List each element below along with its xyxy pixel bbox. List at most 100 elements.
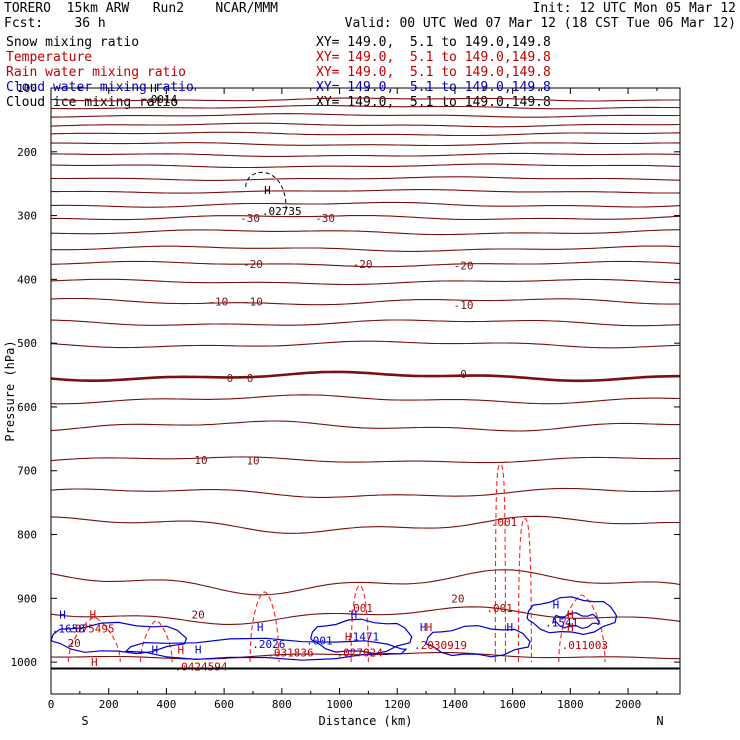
header-fcst: Fcst: 36 h xyxy=(4,16,106,31)
temperature-label: 10 xyxy=(194,454,207,467)
header-init: Init: 12 UTC Mon 05 Mar 12 xyxy=(532,1,737,16)
temperature-contour xyxy=(50,606,681,625)
temperature-contour xyxy=(50,515,681,534)
y-tick-label: 200 xyxy=(17,146,37,159)
contour-labels: -30 -30-20 -20 -20-10 -10 -100 0 010 10202020.00… xyxy=(52,82,608,674)
temperature-contour xyxy=(51,189,681,194)
temperature-contour xyxy=(50,229,681,236)
rain-label: .2030919 xyxy=(414,639,467,652)
field-name: Temperature xyxy=(6,50,93,65)
rain-contour xyxy=(139,620,173,663)
temperature-contour xyxy=(50,319,681,327)
y-tick-label: 1000 xyxy=(11,656,38,669)
x-axis-label: Distance (km) xyxy=(319,714,413,728)
temperature-contour xyxy=(50,104,681,110)
temperature-contour xyxy=(50,113,681,118)
temperature-label: -30 xyxy=(240,212,260,225)
temperature-label: 20 xyxy=(451,592,464,605)
field-xy: XY= 149.0, 5.1 to 149.0,149.8 xyxy=(316,50,551,65)
x-tick-label: 1400 xyxy=(442,698,469,711)
header-valid: Valid: 00 UTC Wed 07 Mar 12 (18 CST Tue … xyxy=(344,16,736,31)
field-name: Snow mixing ratio xyxy=(6,35,140,50)
maximum-marker: H xyxy=(257,621,264,634)
y-tick-label: 900 xyxy=(17,592,37,605)
x-left-end-label: S xyxy=(81,714,88,728)
field-name: Rain water mixing ratio xyxy=(6,65,187,80)
maximum-marker: H xyxy=(59,608,66,621)
x-right-end-label: N xyxy=(656,714,663,728)
temperature-contour xyxy=(50,122,681,128)
x-tick-label: 200 xyxy=(99,698,119,711)
temperature-contour xyxy=(50,487,681,498)
field-xy: XY= 149.0, 5.1 to 149.0,149.8 xyxy=(316,65,551,80)
snow-label: .02735 xyxy=(262,205,302,218)
temperature-contour xyxy=(50,340,681,349)
temperature-label: -10 xyxy=(454,299,474,312)
maximum-marker: H xyxy=(90,608,97,621)
y-tick-label: 400 xyxy=(17,273,37,286)
temperature-label: -20 xyxy=(454,259,474,272)
temperature-label: 0 xyxy=(227,372,234,385)
snow-label: .0014 xyxy=(144,93,177,106)
field-name: Cloud ice mixing ratio xyxy=(6,95,179,110)
temperature-label: -10 xyxy=(208,296,228,309)
temperature-label: -20 xyxy=(353,258,373,271)
maximum-marker: H xyxy=(351,608,358,621)
maximum-marker: H xyxy=(567,608,574,621)
temperature-label: 0 xyxy=(247,372,254,385)
maximum-marker: H xyxy=(426,621,433,634)
temperature-contour xyxy=(51,201,681,208)
temperature-label: 20 xyxy=(67,637,80,650)
cloud-contour xyxy=(526,596,618,636)
temperature-label: -10 xyxy=(243,296,263,309)
temperature-contour xyxy=(50,278,681,286)
x-tick-label: 1200 xyxy=(384,698,411,711)
temperature-contour xyxy=(50,176,681,181)
x-tick-label: 2000 xyxy=(615,698,642,711)
temperature-label: 10 xyxy=(246,455,259,468)
temperature-contours xyxy=(50,97,681,660)
maximum-marker: H xyxy=(178,643,185,656)
x-tick-label: 800 xyxy=(272,698,292,711)
maximum-marker: H xyxy=(420,621,427,634)
y-tick-label: 700 xyxy=(17,465,37,478)
cloud-contour xyxy=(50,621,188,655)
temperature-contour xyxy=(51,215,681,221)
maximum-marker: H xyxy=(345,631,352,644)
temperature-label: -30 xyxy=(315,212,335,225)
temperature-contour xyxy=(50,370,680,383)
cloud-label: .001 xyxy=(306,634,333,647)
cloud-contour xyxy=(310,618,413,655)
x-tick-label: 0 xyxy=(48,698,55,711)
temperature-contour xyxy=(50,569,681,596)
temperature-contour xyxy=(51,142,680,147)
rain-contour xyxy=(494,463,506,663)
rain-contour xyxy=(67,616,121,663)
maximum-marker: H xyxy=(91,656,98,669)
temperature-contour xyxy=(50,152,681,157)
rain-contours xyxy=(67,463,606,663)
cloud-label: .2026 xyxy=(252,638,285,651)
rain-label: .075495 xyxy=(68,622,114,635)
temperature-contour xyxy=(50,97,680,102)
temperature-contour xyxy=(50,420,680,432)
cloud-label: .1471 xyxy=(346,631,379,644)
rain-label: .001 xyxy=(491,516,518,529)
maximum-marker: H xyxy=(567,621,574,634)
x-tick-label: 1000 xyxy=(326,698,353,711)
axes: 0 200 400 600 800 1000 1200 1400 1600 1800 2000100… xyxy=(3,82,680,728)
temperature-contour xyxy=(50,163,681,169)
temperature-contour xyxy=(51,245,681,252)
temperature-label: 0 xyxy=(460,368,467,381)
x-tick-label: 600 xyxy=(214,698,234,711)
rain-contour xyxy=(517,518,532,663)
rain-label: .027024 xyxy=(337,647,384,660)
maximum-marker: H xyxy=(553,599,560,612)
temperature-contour xyxy=(50,260,681,268)
y-tick-label: 500 xyxy=(17,337,37,350)
cloud-contour xyxy=(552,612,600,630)
rain-label: .001 xyxy=(486,602,513,615)
temperature-label: 20 xyxy=(192,608,205,621)
plot-frame xyxy=(50,87,681,695)
